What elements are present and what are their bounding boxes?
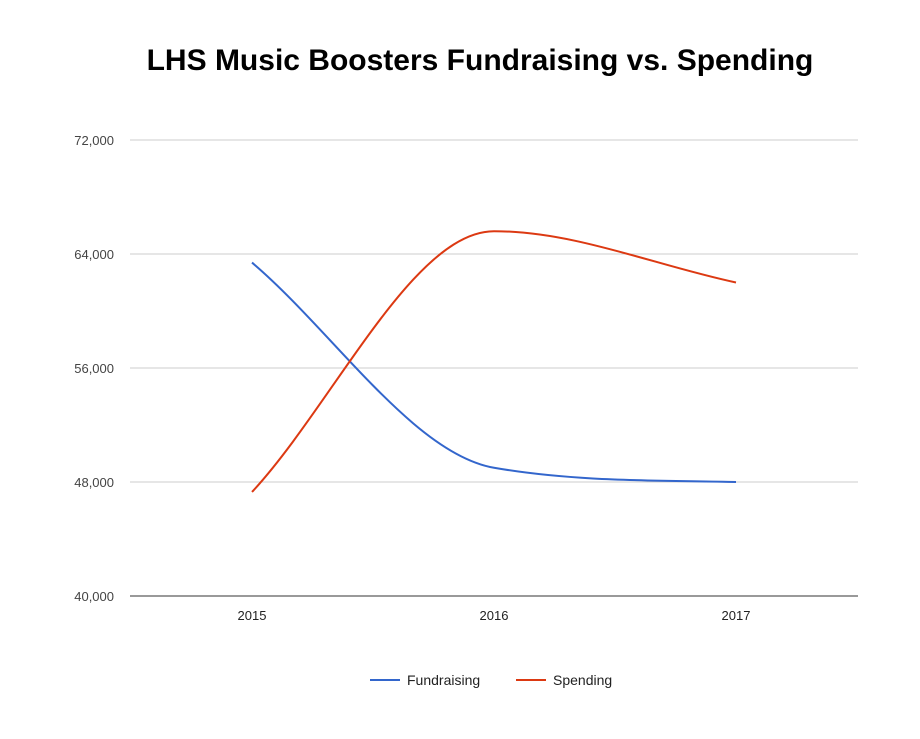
legend-item-fundraising[interactable]: Fundraising: [370, 672, 480, 688]
y-tick-label: 64,000: [74, 247, 114, 262]
legend-label: Spending: [553, 672, 612, 688]
x-tick-label: 2016: [480, 608, 509, 623]
gridlines: [130, 139, 858, 597]
y-tick-label: 56,000: [74, 361, 114, 376]
x-tick-label: 2017: [722, 608, 751, 623]
series-lines: [251, 230, 737, 493]
axis-labels: 72,000 64,000 56,000 48,000 40,000 2015 2016 20…: [74, 133, 750, 623]
legend-item-spending[interactable]: Spending: [516, 672, 612, 688]
legend-label: Fundraising: [407, 672, 480, 688]
x-tick-label: 2015: [238, 608, 267, 623]
series-line-fundraising: [251, 261, 737, 483]
chart-title: LHS Music Boosters Fundraising vs. Spend…: [147, 44, 814, 77]
legend: Fundraising Spending: [370, 672, 612, 688]
y-tick-label: 40,000: [74, 589, 114, 604]
series-line-spending: [251, 230, 737, 493]
y-tick-label: 72,000: [74, 133, 114, 148]
y-tick-label: 48,000: [74, 475, 114, 490]
